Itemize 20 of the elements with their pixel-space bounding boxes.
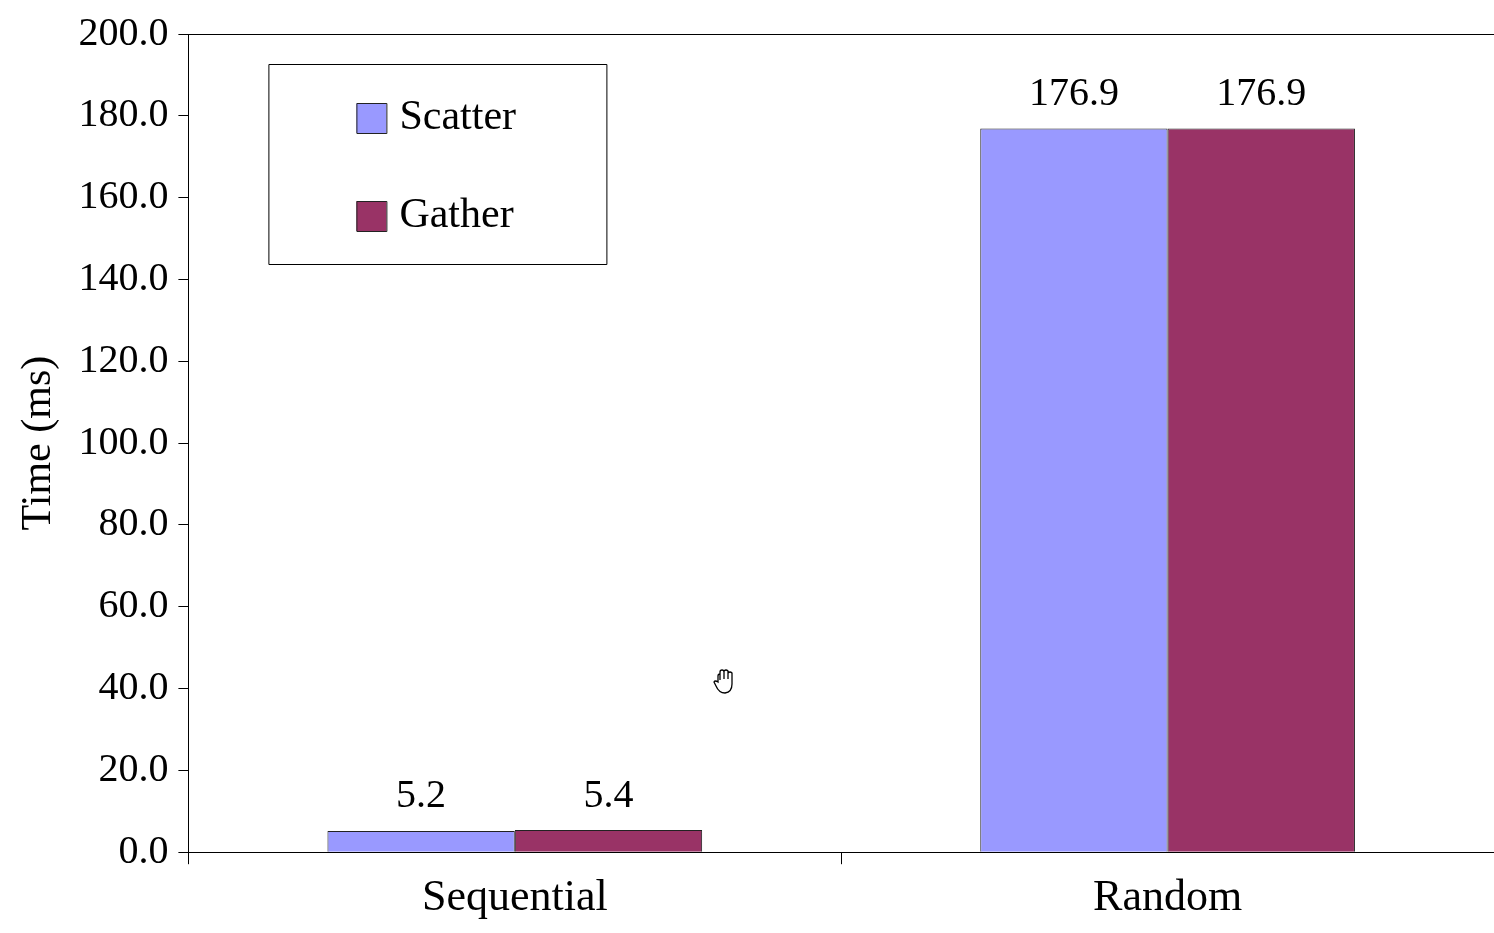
y-tick-label: 160.0: [78, 172, 169, 218]
legend-label: Scatter: [399, 92, 517, 139]
data-label: 176.9: [1028, 69, 1119, 114]
y-tick-label: 40.0: [98, 663, 169, 709]
legend-label: Gather: [399, 190, 514, 237]
data-label: 5.2: [396, 771, 447, 817]
y-tick-label: 80.0: [98, 499, 169, 545]
y-tick-label: 0.0: [118, 826, 169, 872]
y-tick-label: 100.0: [78, 417, 169, 463]
data-label: 176.9: [1216, 69, 1307, 114]
y-tick-label: 120.0: [78, 335, 169, 381]
y-tick-label: 20.0: [98, 744, 169, 790]
y-tick-label: 140.0: [78, 253, 169, 299]
x-tick-label: Sequential: [421, 871, 608, 921]
y-tick-label: 180.0: [78, 90, 169, 136]
y-tick-label: 200.0: [78, 8, 169, 54]
x-tick-label: Random: [1093, 871, 1243, 921]
y-axis-title: Time (ms): [13, 355, 61, 531]
data-label: 5.4: [583, 770, 634, 816]
y-tick-label: 60.0: [98, 581, 169, 627]
